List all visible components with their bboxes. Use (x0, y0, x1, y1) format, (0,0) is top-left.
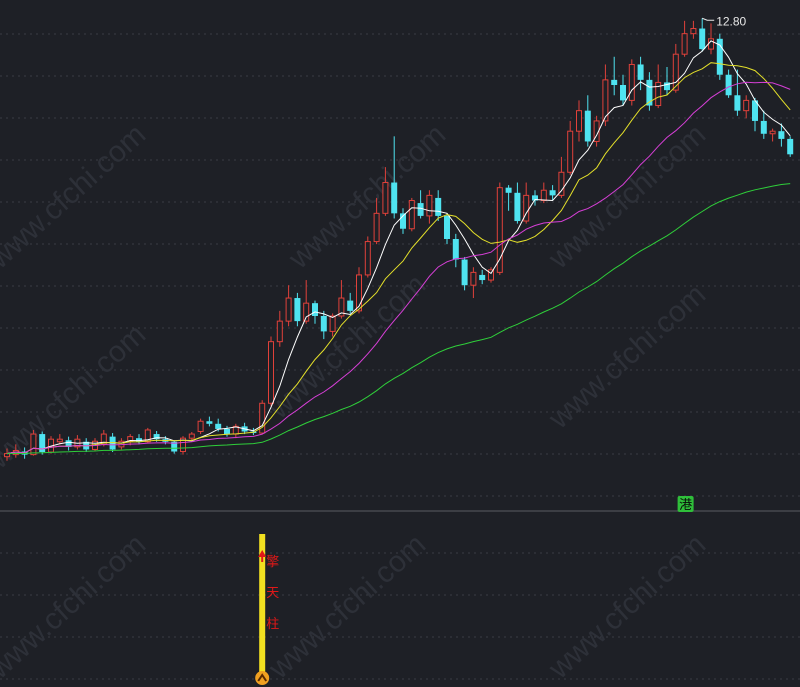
moving-average-lines (6, 40, 791, 455)
candle-body-down (224, 428, 230, 435)
candle-body-up (743, 99, 750, 112)
candle-body-down (620, 85, 626, 101)
signal-char-3: 柱 (266, 617, 279, 632)
candle-body-up (470, 271, 477, 286)
signal-arrow-up-icon (258, 550, 267, 562)
candle-body-up (426, 194, 433, 217)
candle-body-down (584, 110, 591, 142)
candle-body-up (356, 274, 362, 312)
high-price-leader (702, 17, 715, 21)
candle-body-up (408, 200, 415, 230)
candle-body-up (303, 302, 310, 322)
candle-body-up (180, 437, 186, 453)
signal-marker-icon[interactable] (255, 671, 270, 685)
candle-body-down (452, 239, 459, 260)
candle-body-up (259, 402, 266, 434)
signal-char-1: 擎 (266, 555, 279, 570)
candle-body-down (312, 303, 318, 316)
candle-body-down (778, 131, 785, 139)
candle-body-down (514, 192, 521, 222)
candle-body-up (276, 320, 283, 343)
candle-body-down (400, 213, 406, 229)
annotations: 12.80 港 (677, 14, 747, 513)
candle-body-down (171, 441, 178, 452)
candle-body-up (285, 297, 292, 322)
candle-body-up (769, 130, 776, 135)
candle-body-up (488, 269, 494, 281)
candle-body-up (708, 38, 714, 50)
hk-connect-badge-label: 港 (679, 498, 692, 513)
ma60-line (6, 183, 791, 455)
candle-body-up (558, 171, 565, 196)
candle-body-down (347, 300, 354, 311)
candle-body-down (725, 74, 732, 96)
candle-body-up (268, 341, 274, 404)
candle-body-up (197, 420, 204, 433)
candle-body-up (540, 189, 547, 202)
candle-body-down (532, 195, 538, 201)
candle-body-down (444, 215, 450, 239)
signal-bar (259, 534, 266, 672)
candle-body-up (690, 28, 697, 35)
candle-body-down (646, 79, 653, 106)
candle-body-down (417, 203, 424, 216)
candle-body-up (364, 241, 371, 276)
candle-body-down (734, 95, 741, 111)
candle-body-up (329, 315, 336, 332)
candle-body-up (576, 110, 582, 132)
ma10-line (6, 62, 791, 455)
candle-body-down (716, 38, 723, 75)
candle-body-up (567, 130, 574, 173)
candle-body-up (672, 53, 679, 91)
indicator-signal: 擎 天 柱 (255, 534, 279, 685)
candle-body-down (637, 64, 644, 80)
candle-body-down (391, 182, 398, 214)
ma20-line (6, 81, 791, 455)
candle-body-down (136, 438, 142, 442)
candle-body-down (760, 120, 767, 134)
candle-body-down (752, 100, 758, 121)
candle-body-up (30, 433, 37, 456)
candle-body-up (523, 194, 530, 222)
candle-body-down (549, 190, 556, 196)
signal-char-2: 天 (266, 586, 279, 601)
candle-body-up (655, 81, 662, 107)
chevron-up-icon (257, 673, 268, 682)
candle-body-up (602, 79, 609, 122)
candle-body-down (664, 82, 670, 91)
candle-body-down (479, 274, 486, 281)
candle-body-down (611, 79, 618, 85)
candle-body-down (215, 423, 222, 429)
candle-body-up (628, 63, 635, 101)
candle-body-up (373, 212, 380, 243)
candle-body-up (56, 438, 63, 443)
candle-body-down (206, 421, 213, 424)
candle-body-down (153, 434, 160, 440)
grid-lines (0, 33, 800, 680)
candle-body-down (435, 197, 442, 216)
candle-body-down (39, 434, 46, 453)
hk-connect-badge[interactable] (677, 496, 694, 512)
candle-body-up (338, 297, 345, 317)
candle-body-up (382, 182, 389, 214)
candle-body-up (681, 33, 688, 55)
candle-body-down (65, 440, 72, 447)
candle-body-up (496, 187, 503, 273)
candle-body-up (144, 429, 151, 443)
high-price-label: 12.80 (716, 14, 746, 28)
candle-body-down (320, 316, 327, 332)
candle-body-down (787, 138, 794, 155)
candle-body-down (505, 187, 512, 193)
candle-body-up (188, 433, 195, 439)
candle-body-down (699, 28, 706, 50)
candle-body-down (294, 298, 301, 322)
candle-body-down (461, 259, 468, 286)
ma5-line (6, 40, 791, 455)
